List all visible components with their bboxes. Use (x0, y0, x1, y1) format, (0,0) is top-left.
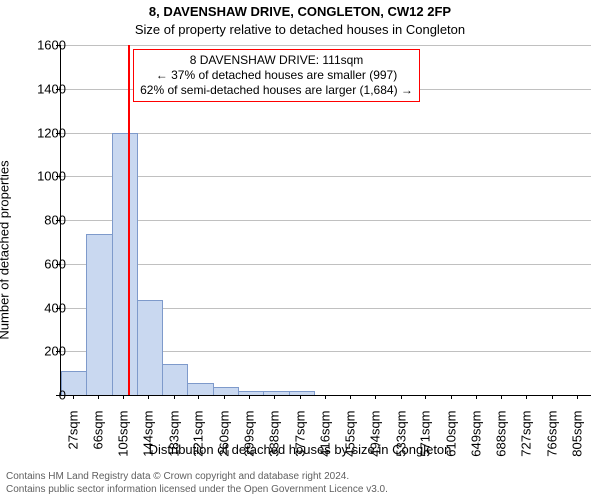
x-axis-caption: Distribution of detached houses by size … (0, 442, 600, 457)
x-tick-mark (198, 395, 199, 399)
x-tick-mark (98, 395, 99, 399)
y-tick-label: 800 (44, 213, 66, 228)
y-tick-label: 1200 (37, 125, 66, 140)
x-tick-mark (501, 395, 502, 399)
histogram-bar (162, 364, 188, 395)
address-title: 8, DAVENSHAW DRIVE, CONGLETON, CW12 2FP (0, 4, 600, 19)
x-tick-mark (350, 395, 351, 399)
y-tick-label: 1600 (37, 38, 66, 53)
x-tick-mark (577, 395, 578, 399)
x-tick-mark (300, 395, 301, 399)
histogram-bar (86, 234, 112, 395)
legend-line-size: 8 DAVENSHAW DRIVE: 111sqm (140, 53, 413, 68)
chart-container: 8, DAVENSHAW DRIVE, CONGLETON, CW12 2FP … (0, 0, 600, 500)
histogram-bar (289, 391, 315, 395)
histogram-bar (213, 387, 239, 395)
y-tick-label: 600 (44, 256, 66, 271)
y-tick-label: 200 (44, 344, 66, 359)
attribution-footer: Contains HM Land Registry data © Crown c… (6, 471, 388, 496)
x-tick-mark (123, 395, 124, 399)
grid-line (61, 220, 591, 221)
x-tick-mark (148, 395, 149, 399)
histogram-bar (137, 300, 163, 395)
y-tick-label: 400 (44, 300, 66, 315)
x-tick-mark (224, 395, 225, 399)
x-tick-mark (174, 395, 175, 399)
x-tick-mark (451, 395, 452, 399)
legend-line-larger: 62% of semi-detached houses are larger (… (140, 83, 413, 98)
x-tick-mark (274, 395, 275, 399)
x-tick-mark (425, 395, 426, 399)
legend-line-smaller: ← 37% of detached houses are smaller (99… (140, 68, 413, 83)
property-marker-line (128, 45, 130, 395)
x-tick-mark (73, 395, 74, 399)
histogram-bar (112, 133, 138, 395)
histogram-bar (187, 383, 213, 395)
x-tick-mark (526, 395, 527, 399)
x-tick-mark (552, 395, 553, 399)
footer-line-1: Contains HM Land Registry data © Crown c… (6, 471, 388, 484)
x-tick-mark (249, 395, 250, 399)
chart-subtitle: Size of property relative to detached ho… (0, 22, 600, 37)
x-tick-mark (375, 395, 376, 399)
x-tick-mark (401, 395, 402, 399)
histogram-bar (238, 391, 264, 395)
y-tick-label: 0 (59, 388, 66, 403)
y-tick-label: 1000 (37, 169, 66, 184)
grid-line (61, 264, 591, 265)
y-tick-label: 1400 (37, 81, 66, 96)
y-axis-label: Number of detached properties (0, 160, 12, 339)
histogram-bar (263, 391, 289, 395)
footer-line-2: Contains public sector information licen… (6, 484, 388, 497)
grid-line (61, 176, 591, 177)
grid-line (61, 45, 591, 46)
x-tick-mark (325, 395, 326, 399)
marker-legend-box: 8 DAVENSHAW DRIVE: 111sqm ← 37% of detac… (133, 49, 420, 102)
x-tick-mark (476, 395, 477, 399)
grid-line (61, 133, 591, 134)
